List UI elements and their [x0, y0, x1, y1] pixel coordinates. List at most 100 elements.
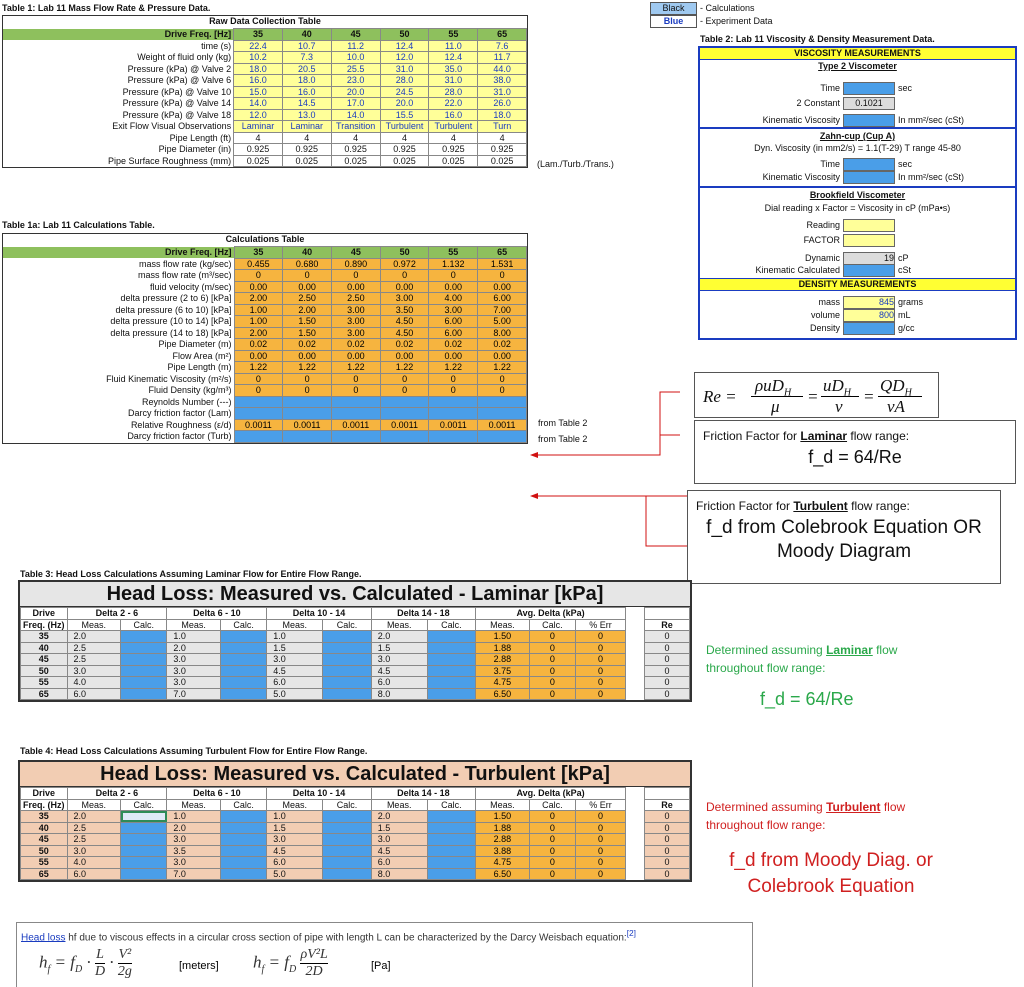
calc-cell[interactable]: [219, 867, 268, 880]
data-cell[interactable]: 4: [330, 131, 381, 144]
type2-time-input[interactable]: [843, 82, 895, 95]
calc-cell[interactable]: [219, 630, 268, 643]
data-cell[interactable]: 4: [281, 131, 332, 144]
calc-cell[interactable]: [219, 821, 268, 834]
data-cell[interactable]: 12.0: [379, 51, 430, 64]
data-cell[interactable]: 12.4: [379, 39, 430, 52]
calc-cell[interactable]: [219, 676, 268, 689]
head-loss-link[interactable]: Head loss: [21, 932, 66, 944]
data-cell[interactable]: 14.0: [330, 108, 381, 121]
calc-cell[interactable]: [322, 856, 372, 869]
calc-cell[interactable]: [322, 630, 372, 643]
data-cell[interactable]: 4: [477, 131, 527, 144]
calc-cell[interactable]: [120, 653, 168, 666]
calc-cell[interactable]: [219, 641, 268, 654]
calc-cell[interactable]: [219, 844, 268, 857]
data-cell[interactable]: 11.2: [330, 39, 381, 52]
calc-cell[interactable]: [426, 856, 477, 869]
data-cell[interactable]: 23.0: [330, 74, 381, 87]
data-cell[interactable]: 4: [379, 131, 430, 144]
data-cell[interactable]: 7.6: [477, 39, 527, 52]
zahn-time-input[interactable]: [843, 158, 895, 171]
data-cell[interactable]: 0.925: [477, 143, 527, 156]
calc-cell[interactable]: [120, 810, 168, 823]
data-cell[interactable]: Turn: [477, 120, 527, 133]
data-cell[interactable]: 22.0: [428, 97, 479, 110]
data-cell[interactable]: 0.025: [477, 154, 527, 167]
calc-cell[interactable]: [120, 630, 168, 643]
calc-cell[interactable]: [426, 833, 477, 846]
calc-cell[interactable]: [322, 687, 372, 700]
mass-value[interactable]: 845: [843, 296, 895, 309]
footer-ref[interactable]: [2]: [626, 928, 636, 938]
data-cell[interactable]: 16.0: [281, 85, 332, 98]
data-cell[interactable]: 0.025: [233, 154, 283, 167]
calc-cell[interactable]: [219, 653, 268, 666]
calc-cell[interactable]: [120, 821, 168, 834]
data-cell[interactable]: 0.925: [330, 143, 381, 156]
data-cell[interactable]: 28.0: [428, 85, 479, 98]
data-cell[interactable]: 31.0: [379, 62, 430, 75]
data-cell[interactable]: 13.0: [281, 108, 332, 121]
data-cell[interactable]: 20.0: [379, 97, 430, 110]
calc-cell[interactable]: [120, 676, 168, 689]
data-cell[interactable]: 28.0: [379, 74, 430, 87]
data-cell[interactable]: 10.7: [281, 39, 332, 52]
calc-cell[interactable]: [426, 641, 477, 654]
calc-cell[interactable]: [426, 664, 477, 677]
data-cell[interactable]: 0.025: [428, 154, 479, 167]
calc-cell[interactable]: [219, 687, 268, 700]
data-cell[interactable]: Laminar: [281, 120, 332, 133]
data-cell[interactable]: 11.0: [428, 39, 479, 52]
data-cell[interactable]: 14.0: [233, 97, 283, 110]
calc-cell[interactable]: [322, 844, 372, 857]
data-cell[interactable]: 0.025: [281, 154, 332, 167]
data-cell[interactable]: Turbulent: [379, 120, 430, 133]
data-cell[interactable]: 16.0: [233, 74, 283, 87]
calc-cell[interactable]: [426, 810, 477, 823]
calc-cell[interactable]: [322, 641, 372, 654]
data-cell[interactable]: 18.0: [233, 62, 283, 75]
data-cell[interactable]: 14.5: [281, 97, 332, 110]
data-cell[interactable]: 15.5: [379, 108, 430, 121]
calc-cell[interactable]: [426, 687, 477, 700]
data-cell[interactable]: 0.925: [233, 143, 283, 156]
calc-cell[interactable]: [322, 653, 372, 666]
data-cell[interactable]: 4: [233, 131, 283, 144]
data-cell[interactable]: 44.0: [477, 62, 527, 75]
reading-input[interactable]: [843, 219, 895, 232]
data-cell[interactable]: Turbulent: [428, 120, 479, 133]
calc-cell[interactable]: [322, 821, 372, 834]
calc-cell[interactable]: [426, 844, 477, 857]
calc-cell[interactable]: [322, 867, 372, 880]
data-cell[interactable]: 0.925: [281, 143, 332, 156]
calc-cell[interactable]: [120, 867, 168, 880]
calc-cell[interactable]: [219, 833, 268, 846]
data-cell[interactable]: 26.0: [477, 97, 527, 110]
calc-cell[interactable]: [426, 630, 477, 643]
data-cell[interactable]: 0.925: [428, 143, 479, 156]
data-cell[interactable]: 17.0: [330, 97, 381, 110]
data-cell[interactable]: 25.5: [330, 62, 381, 75]
calc-cell[interactable]: [120, 664, 168, 677]
calc-cell[interactable]: [426, 653, 477, 666]
calc-cell[interactable]: [426, 676, 477, 689]
calc-cell[interactable]: [219, 664, 268, 677]
data-cell[interactable]: 0.025: [330, 154, 381, 167]
data-cell[interactable]: 11.7: [477, 51, 527, 64]
data-cell[interactable]: 10.0: [330, 51, 381, 64]
calc-cell[interactable]: [219, 856, 268, 869]
data-cell[interactable]: 15.0: [233, 85, 283, 98]
data-cell[interactable]: 31.0: [428, 74, 479, 87]
data-cell[interactable]: Transition: [330, 120, 381, 133]
data-cell[interactable]: 10.2: [233, 51, 283, 64]
data-cell[interactable]: 16.0: [428, 108, 479, 121]
data-cell[interactable]: 4: [428, 131, 479, 144]
calc-cell[interactable]: [120, 833, 168, 846]
calc-cell[interactable]: [120, 844, 168, 857]
data-cell[interactable]: 38.0: [477, 74, 527, 87]
calc-cell[interactable]: [426, 821, 477, 834]
data-cell[interactable]: 20.0: [330, 85, 381, 98]
calc-cell[interactable]: [426, 867, 477, 880]
data-cell[interactable]: 12.0: [233, 108, 283, 121]
